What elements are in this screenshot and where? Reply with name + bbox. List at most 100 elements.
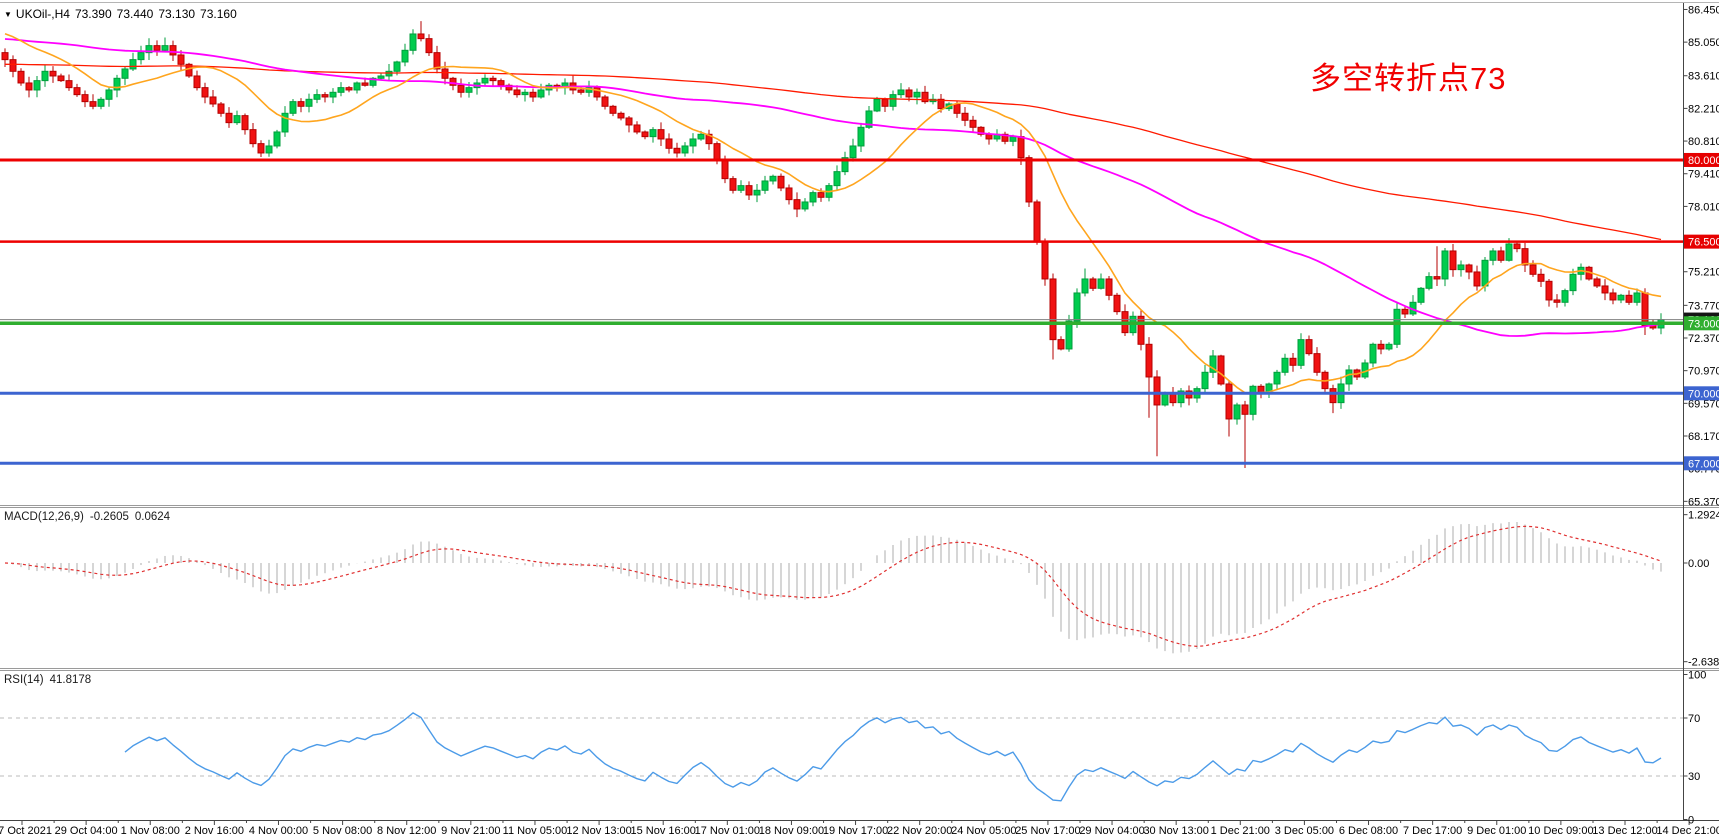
price-axis[interactable]: 86.450 85.050 83.610 82.210 80.810 79.410 78.0… <box>1683 4 1719 827</box>
candle-body <box>833 171 841 187</box>
candle-body <box>521 91 529 96</box>
candle-body <box>769 175 777 182</box>
macd-signal-line <box>4 525 1662 648</box>
candle-body <box>625 117 633 126</box>
candle-body <box>241 115 249 131</box>
chevron-down-icon[interactable]: ▼ <box>4 10 12 19</box>
candle-body <box>865 110 873 128</box>
candle-body <box>1505 243 1513 261</box>
candle-body <box>353 82 361 91</box>
price-tick-label: 70.970 <box>1688 366 1719 378</box>
candle-body <box>33 80 41 91</box>
candle-body <box>425 38 433 54</box>
candle-body <box>1 52 9 61</box>
rsi-value: 41.8178 <box>49 674 92 686</box>
rsi-name: RSI(14) <box>4 674 44 686</box>
rsi-line <box>124 712 1662 802</box>
level-70.000-badge <box>1684 386 1719 401</box>
candle-body <box>1273 371 1281 385</box>
time-tick-label: 19 Nov 17:00 <box>823 825 888 837</box>
time-tick-label: 11 Nov 05:00 <box>503 825 568 837</box>
quote-open: 73.390 <box>74 7 112 21</box>
rsi-axis-label: 0 <box>1688 815 1694 827</box>
candle-body <box>57 75 65 82</box>
candle-body <box>401 49 409 63</box>
candle-body <box>1449 250 1457 271</box>
candle-body <box>737 185 745 191</box>
candle-body <box>801 201 809 210</box>
candle-body <box>593 87 601 98</box>
time-tick-label: 13 Dec 12:00 <box>1592 825 1657 837</box>
candle-body <box>17 70 25 84</box>
candle-body <box>1641 292 1649 327</box>
candle-body <box>1113 294 1121 313</box>
candle-body <box>809 192 817 203</box>
candle-body <box>649 129 657 138</box>
candle-body <box>1569 273 1577 292</box>
candle-body <box>1177 390 1185 404</box>
candle-body <box>329 91 337 98</box>
candle-body <box>265 145 273 154</box>
moving-average-fast <box>4 33 1662 395</box>
candle-body <box>465 87 473 93</box>
candle-body <box>1537 273 1545 282</box>
candle-body <box>1009 136 1017 142</box>
candle-body <box>793 199 801 210</box>
candle-body <box>169 45 177 56</box>
candle-body <box>1529 264 1537 275</box>
time-tick-label: 30 Nov 13:00 <box>1143 825 1208 837</box>
candle-body <box>1369 343 1377 364</box>
candle-body <box>913 91 921 98</box>
time-tick-label: 9 Nov 21:00 <box>441 825 500 837</box>
candle-body <box>817 192 825 198</box>
price-tick-label: 73.770 <box>1688 300 1719 312</box>
candle-body <box>97 98 105 107</box>
symbol-ohlc-label: ▼ UKOil-,H4 73.390 73.440 73.130 73.160 <box>4 7 237 21</box>
candle-body <box>1017 136 1025 159</box>
macd-indicator-label: MACD(12,26,9) -0.2605 0.0624 <box>4 511 170 523</box>
candle-body <box>81 94 89 103</box>
time-tick-label: 18 Nov 09:00 <box>759 825 824 837</box>
candle-body <box>113 77 121 91</box>
price-tick-label: 72.370 <box>1688 333 1719 345</box>
candle-body <box>1065 320 1073 350</box>
time-tick-label: 9 Dec 01:00 <box>1467 825 1526 837</box>
candle-body <box>1001 133 1009 142</box>
level-lines <box>0 158 1683 465</box>
candle-body <box>161 45 169 51</box>
candle-body <box>1225 383 1233 420</box>
candle-body <box>457 84 465 93</box>
candle-body <box>681 145 689 154</box>
candle-body <box>1601 285 1609 294</box>
price-tick-label: 86.450 <box>1688 4 1719 16</box>
time-tick-label: 3 Dec 05:00 <box>1275 825 1334 837</box>
candle-body <box>49 70 57 77</box>
candle-body <box>1145 343 1153 378</box>
time-tick-label: 1 Dec 21:00 <box>1211 825 1270 837</box>
level-76.500-badge <box>1684 234 1719 249</box>
price-tick-label: 68.170 <box>1688 431 1719 443</box>
candle-body <box>1625 294 1633 303</box>
candle-body <box>497 80 505 86</box>
candle-body <box>1377 343 1385 350</box>
candle-body <box>705 133 713 145</box>
candle-body <box>137 52 145 61</box>
level-70.000-badge-text: 70.000 <box>1688 388 1719 400</box>
candle-body <box>785 187 793 201</box>
candle-body <box>1249 385 1257 415</box>
candle-body <box>1553 299 1561 303</box>
candle-body <box>1217 355 1225 385</box>
candle-body <box>841 157 849 173</box>
candle-body <box>433 52 441 70</box>
rsi-panel <box>0 712 1683 802</box>
candle-body <box>1025 157 1033 203</box>
candle-body <box>921 91 929 103</box>
candle-body <box>273 131 281 147</box>
candle-body <box>937 98 945 110</box>
candle-body <box>65 80 73 89</box>
time-tick-label: 1 Nov 08:00 <box>121 825 180 837</box>
candle-body <box>1593 278 1601 287</box>
candle-body <box>849 145 857 159</box>
